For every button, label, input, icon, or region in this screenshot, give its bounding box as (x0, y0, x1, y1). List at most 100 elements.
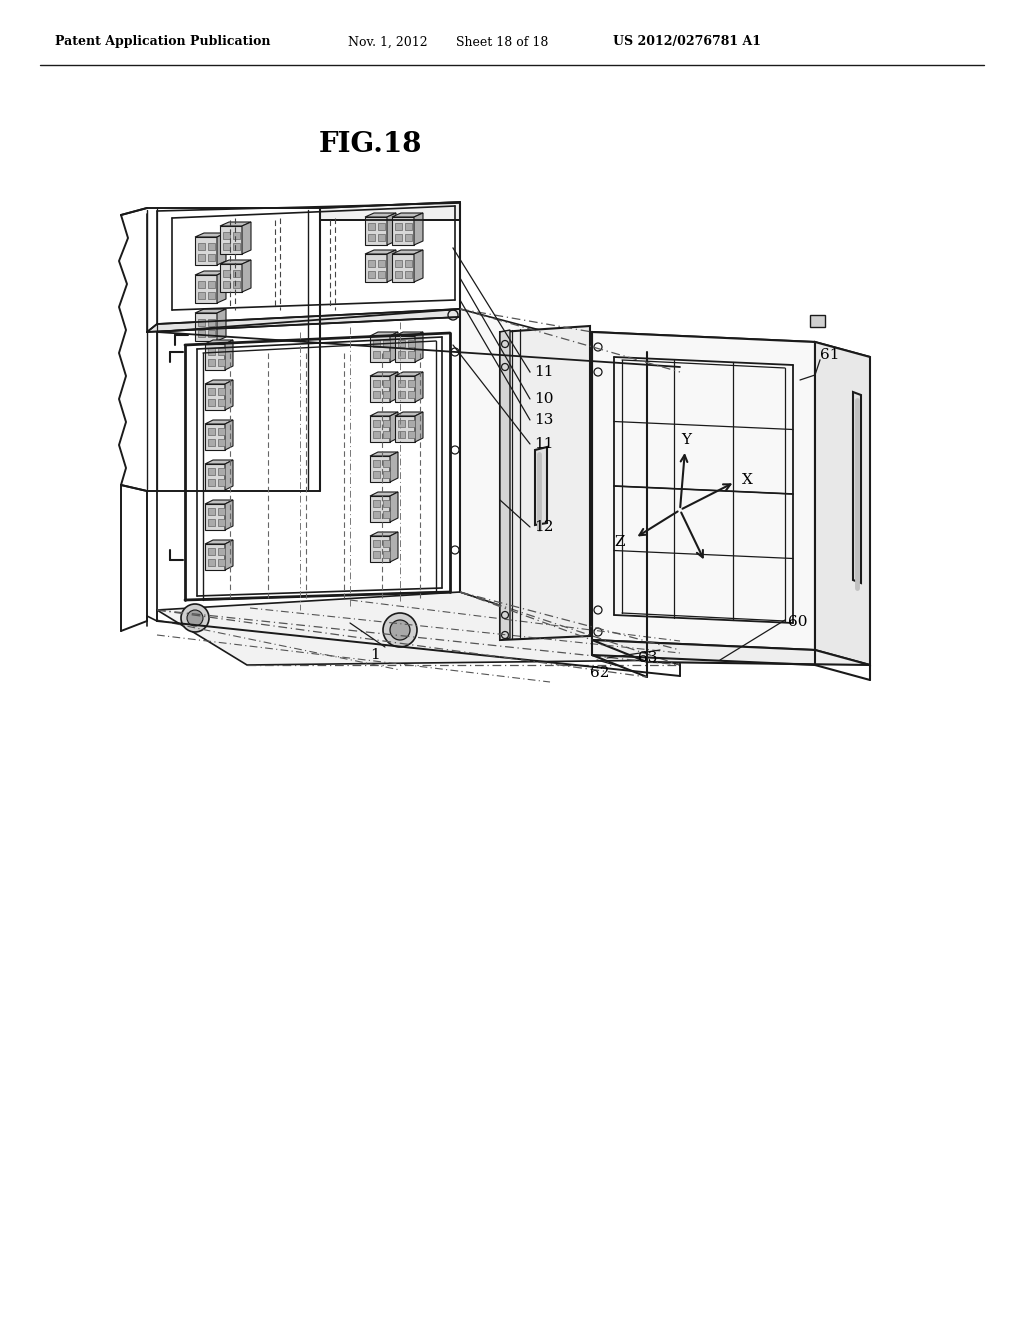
Polygon shape (205, 420, 233, 424)
Polygon shape (500, 326, 590, 640)
Polygon shape (365, 253, 387, 282)
Polygon shape (205, 345, 225, 370)
Polygon shape (395, 412, 423, 416)
Polygon shape (368, 223, 375, 230)
Polygon shape (205, 544, 225, 570)
Polygon shape (218, 348, 225, 355)
Polygon shape (383, 550, 390, 558)
Circle shape (383, 612, 417, 647)
Polygon shape (373, 471, 380, 478)
Text: 12: 12 (534, 520, 554, 535)
Polygon shape (370, 376, 390, 403)
Polygon shape (223, 281, 230, 288)
Polygon shape (218, 428, 225, 436)
Polygon shape (225, 341, 233, 370)
Polygon shape (195, 234, 226, 238)
Polygon shape (208, 519, 215, 525)
Polygon shape (414, 213, 423, 246)
Polygon shape (390, 372, 398, 403)
Circle shape (181, 605, 209, 632)
Polygon shape (218, 359, 225, 366)
Polygon shape (208, 243, 215, 249)
Polygon shape (225, 459, 233, 490)
Polygon shape (242, 222, 251, 253)
Polygon shape (592, 640, 870, 665)
Polygon shape (218, 388, 225, 395)
Polygon shape (500, 330, 510, 640)
Polygon shape (365, 216, 387, 246)
Polygon shape (383, 341, 390, 347)
Polygon shape (218, 469, 225, 475)
Polygon shape (218, 558, 225, 566)
Polygon shape (398, 432, 406, 438)
Polygon shape (208, 399, 215, 407)
Polygon shape (395, 337, 415, 362)
Polygon shape (370, 333, 398, 337)
Polygon shape (370, 455, 390, 482)
Polygon shape (365, 213, 396, 216)
Text: FIG.18: FIG.18 (318, 132, 422, 158)
Polygon shape (218, 440, 225, 446)
Polygon shape (383, 380, 390, 387)
Polygon shape (205, 380, 233, 384)
Polygon shape (390, 451, 398, 482)
Polygon shape (392, 249, 423, 253)
Text: 60: 60 (788, 615, 808, 630)
Polygon shape (395, 333, 423, 337)
Polygon shape (198, 253, 205, 261)
Polygon shape (208, 253, 215, 261)
Polygon shape (387, 249, 396, 282)
Polygon shape (195, 271, 226, 275)
Polygon shape (592, 333, 870, 356)
Polygon shape (370, 536, 390, 562)
Polygon shape (406, 234, 412, 242)
Polygon shape (208, 292, 215, 300)
Polygon shape (370, 337, 390, 362)
Polygon shape (217, 309, 226, 341)
Text: Y: Y (681, 433, 691, 447)
Polygon shape (383, 511, 390, 517)
Polygon shape (390, 333, 398, 362)
Polygon shape (415, 333, 423, 362)
Polygon shape (383, 432, 390, 438)
Polygon shape (223, 232, 230, 239)
Polygon shape (390, 412, 398, 442)
Polygon shape (387, 213, 396, 246)
Polygon shape (195, 275, 217, 304)
Polygon shape (218, 548, 225, 554)
Polygon shape (195, 313, 217, 341)
Circle shape (187, 610, 203, 626)
Polygon shape (408, 391, 415, 399)
Polygon shape (378, 260, 385, 267)
Polygon shape (208, 330, 215, 337)
Polygon shape (378, 234, 385, 242)
Polygon shape (208, 388, 215, 395)
Polygon shape (217, 234, 226, 265)
Text: 61: 61 (820, 348, 840, 362)
Polygon shape (205, 341, 233, 345)
Polygon shape (218, 399, 225, 407)
Polygon shape (398, 420, 406, 426)
Polygon shape (383, 540, 390, 546)
Text: Sheet 18 of 18: Sheet 18 of 18 (456, 36, 549, 49)
Text: 62: 62 (590, 667, 609, 680)
Polygon shape (398, 351, 406, 358)
Polygon shape (205, 459, 233, 465)
Polygon shape (398, 380, 406, 387)
Polygon shape (395, 234, 402, 242)
Polygon shape (383, 391, 390, 399)
Polygon shape (395, 376, 415, 403)
Polygon shape (198, 292, 205, 300)
Polygon shape (220, 226, 242, 253)
Polygon shape (220, 222, 251, 226)
Polygon shape (390, 492, 398, 521)
Polygon shape (408, 420, 415, 426)
Polygon shape (415, 412, 423, 442)
Polygon shape (225, 500, 233, 531)
Polygon shape (408, 432, 415, 438)
Polygon shape (225, 420, 233, 450)
Polygon shape (370, 496, 390, 521)
Text: 11: 11 (534, 437, 554, 451)
Polygon shape (378, 271, 385, 279)
Polygon shape (408, 380, 415, 387)
